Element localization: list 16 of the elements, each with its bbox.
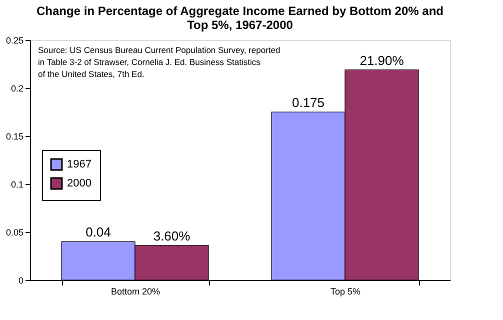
data-label: 0.175: [292, 95, 325, 110]
data-label: 21.90%: [360, 52, 404, 68]
x-tick-label: Bottom 20%: [110, 286, 160, 296]
y-tick-label: 0.25: [6, 36, 24, 46]
legend-label: 1967: [67, 158, 92, 170]
data-label: 3.60%: [153, 228, 191, 244]
y-tick-label: 0.05: [6, 228, 24, 238]
legend-label: 2000: [67, 178, 92, 190]
y-tick-label: 0.2: [10, 84, 24, 94]
x-tick-label: Top 5%: [330, 286, 361, 296]
y-tick-label: 0.15: [6, 132, 24, 142]
y-tick-label: 0.1: [10, 180, 24, 190]
data-label: 0.04: [86, 224, 111, 240]
chart-title: Change in Percentage of Aggregate Income Earned by Bottom 20% and Top 5%, 1967-2000: [36, 4, 444, 32]
y-tick-label: 0: [18, 276, 24, 286]
annotation: Source: US Census Bureau Current Population Survey, reported in Table 3-2 of Strawser, Cornelia J. Ed. Business Statistics of the United States, 7th Ed.: [38, 45, 280, 79]
